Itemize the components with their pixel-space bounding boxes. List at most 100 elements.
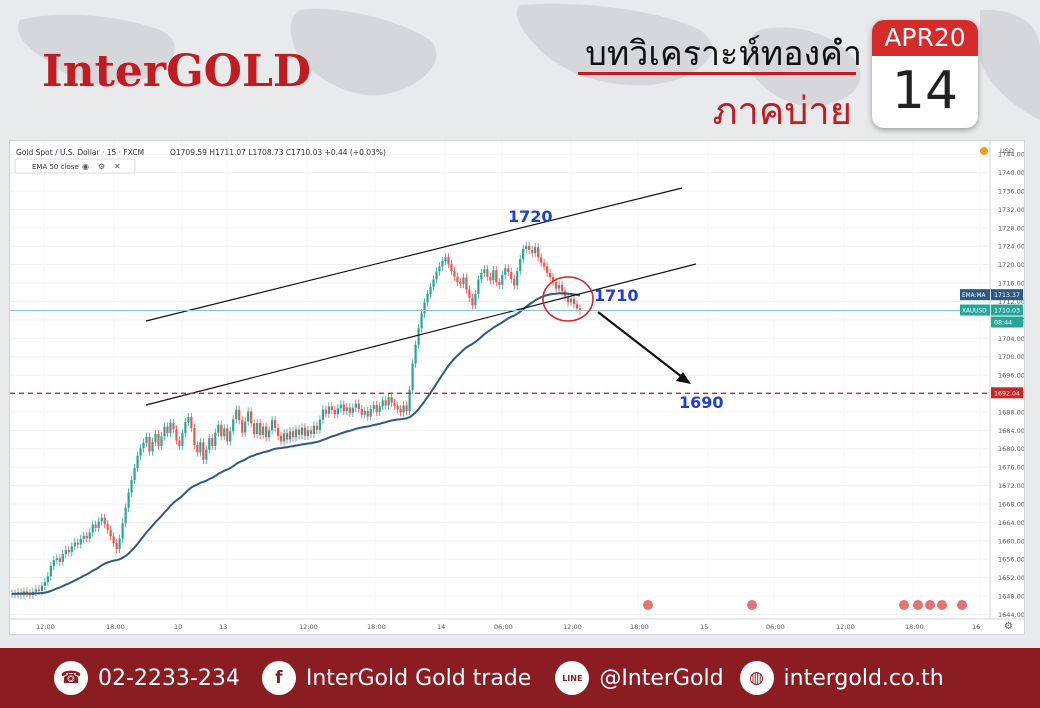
candle-body	[139, 448, 142, 456]
candle-body	[569, 298, 573, 303]
candle-body	[118, 538, 121, 550]
candle-body	[507, 268, 510, 273]
candle-body	[480, 272, 483, 280]
candle-body	[253, 423, 256, 435]
gear-icon[interactable]: ⚙	[98, 162, 105, 171]
candle-body	[348, 407, 351, 413]
price-tick-label: 1724.00	[998, 243, 1024, 251]
candle-body	[265, 426, 268, 438]
candle-body	[91, 524, 94, 533]
candle-body	[528, 245, 531, 250]
facebook-item[interactable]: f InterGold Gold trade	[261, 661, 531, 695]
candle-body	[297, 429, 301, 435]
candle-body	[34, 589, 38, 592]
phone-number: 02-2233-234	[98, 665, 240, 691]
price-tick-label: 1696.00	[998, 372, 1024, 380]
price-tick-label: 1712.00	[998, 298, 1024, 306]
candle-body	[450, 263, 453, 272]
candle-body	[417, 328, 420, 345]
candle-body	[82, 535, 85, 539]
price-tick-label: 1700.00	[998, 353, 1024, 361]
candle-body	[157, 434, 160, 446]
candle-body	[483, 269, 486, 273]
candle-body	[238, 409, 241, 421]
line-icon: LINE	[555, 661, 590, 695]
candle-body	[208, 438, 211, 450]
candle-body	[519, 259, 522, 272]
ema-line	[12, 292, 581, 595]
candle-body	[270, 420, 274, 431]
candle-body	[441, 260, 444, 267]
down-arrow	[597, 311, 683, 378]
candle-body	[342, 404, 345, 411]
candle-body	[199, 442, 202, 453]
candle-body	[360, 409, 363, 415]
candle-body	[220, 424, 223, 437]
candle-body	[288, 431, 292, 440]
settings-corner-icon[interactable]: ⚙	[1004, 621, 1013, 632]
candle-body	[142, 442, 145, 449]
price-tag-name-bg	[960, 304, 990, 316]
down-arrow-head	[676, 372, 691, 384]
candle-body	[327, 406, 330, 414]
indicator-chip[interactable]	[14, 158, 136, 174]
candle-body	[384, 400, 387, 406]
candle-body	[333, 410, 336, 415]
price-tag-bg	[991, 387, 1023, 399]
eye-icon[interactable]: ◉	[82, 162, 89, 171]
close-icon[interactable]: ✕	[114, 162, 121, 171]
candle-body	[354, 403, 357, 408]
channel-lower-line	[145, 263, 697, 406]
line-item[interactable]: LINE @InterGold	[555, 661, 724, 695]
candle-body	[202, 442, 205, 460]
candle-body	[25, 591, 29, 594]
candle-body	[438, 266, 441, 272]
candle-body	[214, 432, 217, 446]
candle-body	[58, 558, 61, 562]
candle-body	[426, 294, 429, 303]
candle-body	[537, 247, 540, 258]
candle-body	[432, 279, 435, 287]
candle-body	[300, 427, 304, 435]
candle-body	[175, 429, 178, 441]
candle-body	[184, 422, 187, 434]
price-tick-label: 1744.00	[998, 151, 1024, 159]
candle-body	[572, 298, 576, 305]
candle-body	[250, 411, 253, 424]
time-tick-label: 12:00	[563, 623, 582, 631]
candle-body	[223, 428, 226, 437]
price-tick-label: 1704.00	[998, 335, 1024, 343]
price-tick-label: 1668.00	[998, 500, 1024, 508]
page-title: บทวิเคราะห์ทองคำ	[585, 34, 862, 74]
alert-icon[interactable]	[980, 147, 988, 155]
candle-body	[453, 271, 456, 277]
phone-item[interactable]: ☎ 02-2233-234	[54, 661, 240, 695]
label-1720: 1720	[508, 207, 553, 226]
time-tick-label: 12:00	[36, 623, 55, 631]
price-tag-value: 1710.03	[994, 308, 1020, 315]
candle-body	[40, 585, 43, 591]
candle-body	[88, 532, 91, 539]
time-tick-label: 18:00	[367, 623, 386, 631]
price-tick-label: 1684.00	[998, 427, 1024, 435]
website: intergold.co.th	[783, 665, 944, 691]
candle-body	[136, 455, 139, 469]
candle-body	[166, 426, 169, 434]
candle-body	[112, 536, 115, 544]
time-tick-label: 14	[437, 623, 445, 631]
price-tag-bg	[991, 289, 1023, 301]
price-tick-label: 1676.00	[998, 464, 1024, 472]
candle-body	[244, 421, 247, 433]
candle-body	[121, 523, 124, 539]
candle-body	[294, 429, 298, 438]
web-item[interactable]: ◍ intergold.co.th	[739, 661, 944, 695]
time-tick-label: 10	[174, 623, 182, 631]
time-tick-label: 18:00	[630, 623, 649, 631]
candle-body	[381, 400, 384, 407]
candle-body	[435, 271, 438, 280]
price-tick-label: 1680.00	[998, 445, 1024, 453]
chart-ohlc: O1709.59 H1711.07 L1708.73 C1710.03 +0.4…	[170, 148, 386, 157]
price-tick-label: 1728.00	[998, 224, 1024, 232]
chart-symbol: Gold Spot / U.S. Dollar · 15 · FXCM	[16, 148, 144, 157]
time-tick-label: 13	[219, 623, 227, 631]
